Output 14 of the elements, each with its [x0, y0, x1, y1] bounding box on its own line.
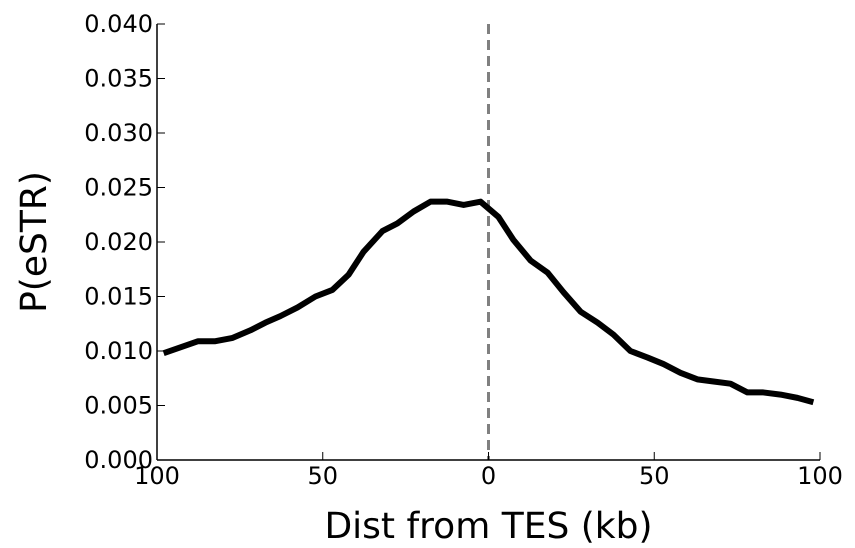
y-tick-label: 0.005	[84, 392, 153, 420]
y-tick-label: 0.035	[84, 64, 153, 92]
y-tick-label: 0.010	[84, 337, 153, 365]
x-tick-label: 100	[797, 462, 843, 490]
y-tick-label: 0.040	[84, 10, 153, 38]
x-axis-title: Dist from TES (kb)	[324, 506, 653, 547]
y-axis-title: P(eSTR)	[14, 171, 55, 313]
y-tick-label: 0.015	[84, 282, 153, 310]
x-tick-label: 0	[480, 462, 496, 490]
x-tick-label: 50	[638, 462, 670, 490]
x-tick-label: 50	[307, 462, 338, 490]
y-tick-label: 0.025	[84, 174, 153, 202]
y-tick-label: 0.020	[84, 228, 153, 256]
y-tick-label: 0.030	[84, 119, 153, 147]
